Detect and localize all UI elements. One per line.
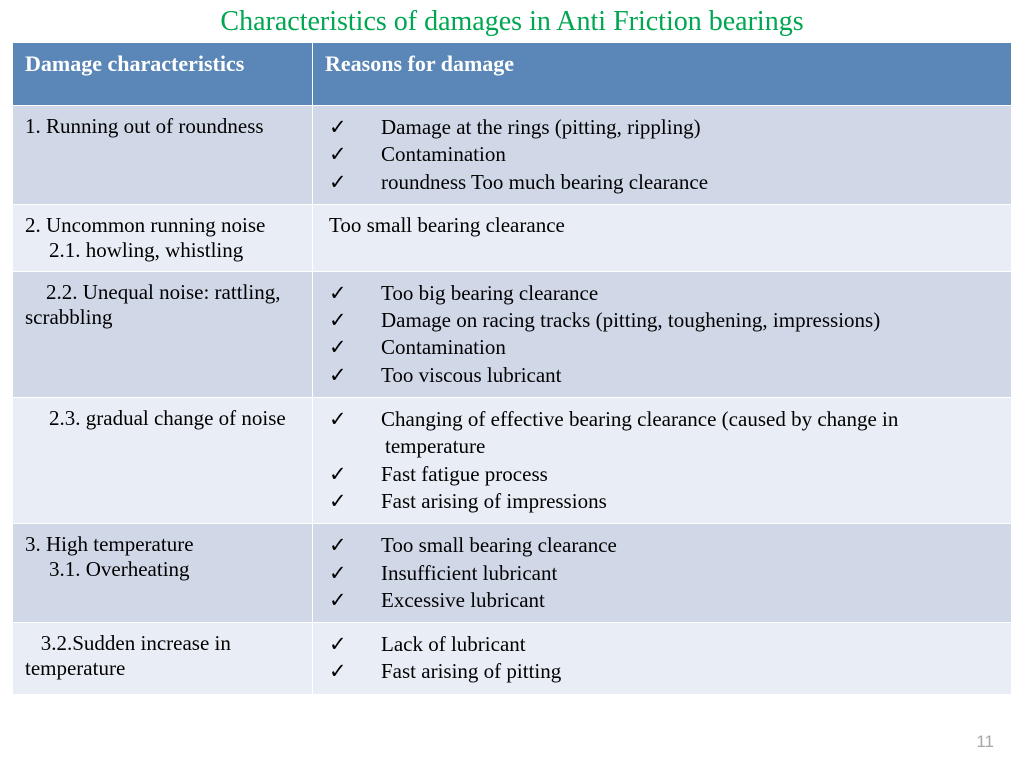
reason-item: Excessive lubricant	[357, 587, 999, 614]
damage-characteristic-line: 2.1. howling, whistling	[25, 238, 300, 263]
reason-item: Fast arising of impressions	[357, 488, 999, 515]
reason-item: Contamination	[357, 141, 999, 168]
reason-item: Damage on racing tracks (pitting, toughe…	[357, 307, 999, 334]
reason-item: Insufficient lubricant	[357, 560, 999, 587]
reason-item: Too small bearing clearance	[357, 532, 999, 559]
reason-list: Lack of lubricantFast arising of pitting	[325, 631, 999, 686]
reason-item: Damage at the rings (pitting, rippling)	[357, 114, 999, 141]
damage-table: Damage characteristics Reasons for damag…	[12, 42, 1012, 695]
table-row: 3.2.Sudden increase in temperature Lack o…	[13, 623, 1012, 695]
page-number: 11	[976, 732, 994, 752]
reason-text: Too small bearing clearance	[325, 213, 999, 238]
reason-cell: Too small bearing clearance	[313, 204, 1012, 271]
reason-cell: Lack of lubricantFast arising of pitting	[313, 623, 1012, 695]
damage-characteristic-line: 1. Running out of roundness	[25, 114, 300, 139]
reason-item: Fast arising of pitting	[357, 658, 999, 685]
reason-cell: Changing of effective bearing clearance …	[313, 398, 1012, 524]
damage-characteristic-cell: 2. Uncommon running noise2.1. howling, w…	[13, 204, 313, 271]
reason-cell: Too big bearing clearanceDamage on racin…	[313, 271, 1012, 397]
table-row: 3. High temperature3.1. OverheatingToo s…	[13, 524, 1012, 623]
damage-characteristic-line: 2. Uncommon running noise	[25, 213, 300, 238]
damage-characteristic-line: 2.3. gradual change of noise	[25, 406, 300, 431]
table-header-row: Damage characteristics Reasons for damag…	[13, 43, 1012, 106]
reason-item: Lack of lubricant	[357, 631, 999, 658]
table-row: 2.2. Unequal noise: rattling, scrabbling…	[13, 271, 1012, 397]
page-title: Characteristics of damages in Anti Frict…	[0, 0, 1024, 42]
damage-characteristic-line: 3.2.Sudden increase in temperature	[25, 631, 300, 681]
table-row: 2.3. gradual change of noise Changing of …	[13, 398, 1012, 524]
damage-characteristic-cell: 3.2.Sudden increase in temperature	[13, 623, 313, 695]
damage-characteristic-line: 3.1. Overheating	[25, 557, 300, 582]
table-row: 1. Running out of roundness Damage at the…	[13, 106, 1012, 205]
reason-list: Too big bearing clearanceDamage on racin…	[325, 280, 999, 389]
reason-cell: Damage at the rings (pitting, rippling)C…	[313, 106, 1012, 205]
column-header-left: Damage characteristics	[13, 43, 313, 106]
reason-list: Too small bearing clearanceInsufficient …	[325, 532, 999, 614]
damage-characteristic-line: 3. High temperature	[25, 532, 300, 557]
reason-item: Too viscous lubricant	[357, 362, 999, 389]
reason-item: roundness Too much bearing clearance	[357, 169, 999, 196]
column-header-right: Reasons for damage	[313, 43, 1012, 106]
reason-list: Changing of effective bearing clearance …	[325, 406, 999, 515]
reason-item: Too big bearing clearance	[357, 280, 999, 307]
damage-characteristic-line: 2.2. Unequal noise: rattling, scrabbling	[25, 280, 300, 330]
reason-item: Fast fatigue process	[357, 461, 999, 488]
damage-characteristic-cell: 2.2. Unequal noise: rattling, scrabbling	[13, 271, 313, 397]
reason-item: Changing of effective bearing clearance …	[357, 406, 999, 461]
damage-characteristic-cell: 1. Running out of roundness	[13, 106, 313, 205]
table-row: 2. Uncommon running noise2.1. howling, w…	[13, 204, 1012, 271]
damage-characteristic-cell: 2.3. gradual change of noise	[13, 398, 313, 524]
reason-list: Damage at the rings (pitting, rippling)C…	[325, 114, 999, 196]
reason-cell: Too small bearing clearanceInsufficient …	[313, 524, 1012, 623]
damage-characteristic-cell: 3. High temperature3.1. Overheating	[13, 524, 313, 623]
reason-item: Contamination	[357, 334, 999, 361]
